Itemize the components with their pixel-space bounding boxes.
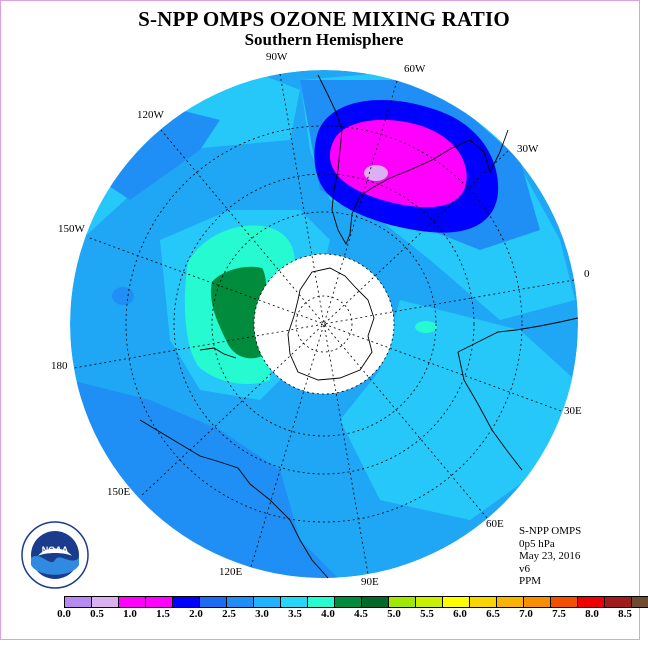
info-instrument: S-NPP OMPS xyxy=(519,525,582,537)
lon-label-90w: 90W xyxy=(266,51,288,63)
coast-south-america xyxy=(317,74,509,246)
colorbar-tick-label: 7.0 xyxy=(519,608,533,620)
info-level: 0p5 hPa xyxy=(519,537,555,550)
colorbar-swatch xyxy=(65,597,92,607)
lat-circle-80s xyxy=(295,295,353,353)
lon-label-0: 0 xyxy=(584,268,590,280)
colorbar-swatch xyxy=(227,597,254,607)
colorbar-swatch xyxy=(146,597,173,607)
lon-label-120w: 120W xyxy=(137,109,164,121)
colorbar-tick-label: 6.5 xyxy=(486,608,500,620)
colorbar-swatch xyxy=(254,597,281,607)
colorbar-swatch xyxy=(173,597,200,607)
noaa-logo: NOAA xyxy=(21,521,89,589)
field-2p5-spot xyxy=(112,287,134,305)
colorbar-tick-label: 2.5 xyxy=(222,608,236,620)
field-3p0-west xyxy=(70,70,300,250)
coast-africa xyxy=(457,317,579,353)
colorbar-swatch xyxy=(524,597,551,607)
info-version: v6 xyxy=(519,562,530,575)
plot-frame xyxy=(0,0,640,640)
meridian-30w-150e xyxy=(139,150,509,498)
colorbar-swatch xyxy=(416,597,443,607)
colorbar-swatch xyxy=(578,597,605,607)
lon-label-30e: 30E xyxy=(564,405,582,417)
lon-label-180: 180 xyxy=(51,360,68,372)
lon-label-150e: 150E xyxy=(107,486,131,498)
lon-label-60w: 60W xyxy=(404,63,426,75)
colorbar-swatch xyxy=(335,597,362,607)
colorbar-tick-label: 3.0 xyxy=(255,608,269,620)
colorbar-tick-label: 2.0 xyxy=(189,608,203,620)
map-title: S-NPP OMPS OZONE MIXING RATIO xyxy=(138,7,510,31)
colorbar-tick-label: 7.5 xyxy=(552,608,566,620)
colorbar-swatch xyxy=(551,597,578,607)
colorbar-tick-label: 8.0 xyxy=(585,608,599,620)
lon-label-120e: 120E xyxy=(219,566,243,578)
noaa-logo-text: NOAA xyxy=(42,545,69,555)
colorbar-swatch xyxy=(362,597,389,607)
colorbar-tick-label: 5.5 xyxy=(420,608,434,620)
lat-circle-50s xyxy=(173,173,475,475)
lon-label-60e: 60E xyxy=(486,518,504,530)
lat-circle-60s xyxy=(211,211,437,437)
field-3p0-east xyxy=(340,300,575,520)
info-date: May 23, 2016 xyxy=(519,550,581,562)
colorbar-swatch xyxy=(605,597,632,607)
lon-label-90e: 90E xyxy=(361,576,379,588)
coast-australia xyxy=(139,419,329,579)
colorbar-swatch xyxy=(200,597,227,607)
colorbar-swatch xyxy=(308,597,335,607)
map-subtitle: Southern Hemisphere xyxy=(244,30,404,49)
lat-circle-40s xyxy=(125,125,523,523)
colorbar-tick-label: 5.0 xyxy=(387,608,401,620)
colorbar-swatch xyxy=(443,597,470,607)
colorbar-tick-label: 1.5 xyxy=(156,608,170,620)
colorbar xyxy=(64,596,648,608)
colorbar-swatch xyxy=(497,597,524,607)
field-1p0 xyxy=(364,165,388,181)
colorbar-tick-label: 1.0 xyxy=(123,608,137,620)
info-block: S-NPP OMPS 0p5 hPa May 23, 2016 v6 PPM xyxy=(519,525,581,588)
colorbar-swatch xyxy=(281,597,308,607)
field-1p5 xyxy=(329,119,467,208)
coast-antarctica xyxy=(287,267,375,381)
colorbar-tick-label: 3.5 xyxy=(288,608,302,620)
colorbar-swatch xyxy=(632,597,648,607)
lat-circle-70s xyxy=(253,253,395,395)
polar-gap xyxy=(254,254,394,394)
field-3p5-east xyxy=(415,321,437,333)
meridian-30e-150w xyxy=(86,236,562,412)
lon-label-150w: 150W xyxy=(58,223,85,235)
colorbar-tick-label: 4.5 xyxy=(354,608,368,620)
colorbar-tick-label: 4.0 xyxy=(321,608,335,620)
colorbar-tick-label: 0.5 xyxy=(90,608,104,620)
colorbar-tick-label: 0.0 xyxy=(57,608,71,620)
field-4p0 xyxy=(210,266,267,359)
coast-africa-south xyxy=(457,351,523,471)
info-units: PPM xyxy=(519,575,542,587)
colorbar-swatch xyxy=(389,597,416,607)
colorbar-swatch xyxy=(92,597,119,607)
colorbar-swatch xyxy=(119,597,146,607)
lon-label-30w: 30W xyxy=(517,143,539,155)
coast-new-zealand xyxy=(199,347,237,359)
colorbar-tick-label: 6.0 xyxy=(453,608,467,620)
colorbar-tick-label: 8.5 xyxy=(618,608,632,620)
colorbar-swatch xyxy=(470,597,497,607)
